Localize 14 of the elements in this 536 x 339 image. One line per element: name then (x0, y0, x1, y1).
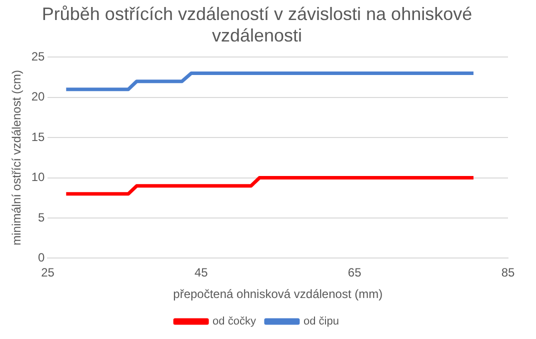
y-tick-label: 5 (38, 210, 46, 224)
x-tick-label: 45 (194, 266, 208, 280)
y-tick-label: 0 (38, 250, 46, 265)
y-tick-label: 25 (31, 50, 46, 64)
y-tick-label: 10 (31, 170, 46, 184)
x-tick-label: 65 (348, 266, 362, 280)
legend-label: od čočky (212, 316, 256, 328)
chart-title: Průběh ostřících vzdáleností v závislosti na ohniskové vzdálenosti (42, 4, 472, 46)
y-tick-label: 15 (31, 130, 46, 144)
y-axis-title: minimální ostřící vzdálenost (cm) (10, 70, 24, 246)
legend-label: od čipu (303, 316, 339, 328)
y-tick-label: 20 (31, 90, 46, 104)
x-tick-label: 85 (501, 266, 515, 280)
x-axis-title: přepočtená ohnisková vzdálenost (mm) (173, 287, 383, 302)
